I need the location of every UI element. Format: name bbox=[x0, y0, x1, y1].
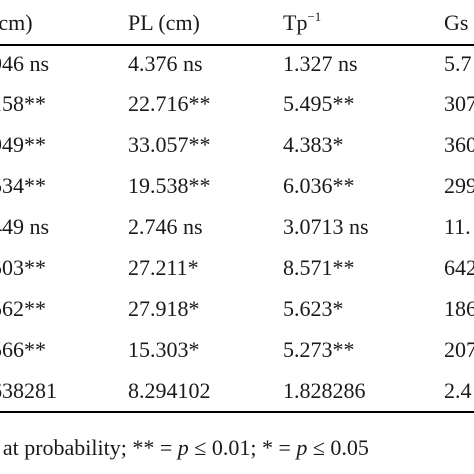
table-cell-col-tp: 5.273** bbox=[283, 337, 355, 362]
table-cell-col-gs: 207 bbox=[444, 337, 474, 362]
table-cell-col-pl: 8.294102 bbox=[128, 378, 211, 403]
table-cell-col-tp: 5.623* bbox=[283, 296, 344, 321]
table-cell-col-pl: 4.376 ns bbox=[128, 51, 203, 76]
footnote-p-2: p bbox=[296, 435, 308, 460]
table-cell-col-1: 638281 bbox=[0, 378, 57, 403]
table-cell-col-1: 566** bbox=[0, 337, 46, 362]
table-cell-col-gs: 360 bbox=[444, 132, 474, 157]
table-cell-col-1: 503** bbox=[0, 255, 46, 280]
header-col-pl: PL (cm) bbox=[128, 10, 200, 35]
table-cell-col-pl: 2.746 ns bbox=[128, 214, 203, 239]
header-tp-base: Tp bbox=[283, 10, 308, 35]
table-cell-col-tp: 4.383* bbox=[283, 132, 344, 157]
table-cell-col-tp: 5.495** bbox=[283, 91, 355, 116]
header-col-1: (cm) bbox=[0, 10, 33, 35]
footnote-lead: es at probability; ** = bbox=[0, 435, 173, 460]
table-cell-col-tp: 1.828286 bbox=[283, 378, 366, 403]
table-cell-col-pl: 27.211* bbox=[128, 255, 199, 280]
table-cell-col-tp: 8.571** bbox=[283, 255, 355, 280]
table-bottom-rule bbox=[0, 411, 474, 413]
table-cell-col-1: 534** bbox=[0, 173, 46, 198]
table-cell-col-gs: 186 bbox=[444, 296, 474, 321]
footnote-mid: ≤ 0.01; * = bbox=[188, 435, 297, 460]
table-cell-col-1: 449 ns bbox=[0, 214, 50, 239]
table-top-rule bbox=[0, 44, 474, 46]
table-cell-col-gs: 2.4 bbox=[444, 378, 472, 403]
footnote-tail: ≤ 0.05 bbox=[307, 435, 369, 460]
table-cell-col-gs: 307 bbox=[444, 91, 474, 116]
table-cell-col-gs: 5.7 bbox=[444, 51, 472, 76]
table-cell-col-1: 949** bbox=[0, 132, 46, 157]
table-cell-col-pl: 33.057** bbox=[128, 132, 211, 157]
table-footnote: es at probability; ** = p ≤ 0.01; * = p … bbox=[0, 436, 369, 460]
table-cell-col-tp: 1.327 ns bbox=[283, 51, 358, 76]
header-col-tp: Tp−1 bbox=[283, 9, 322, 35]
table-cell-col-1: 562** bbox=[0, 296, 46, 321]
header-tp-exponent: −1 bbox=[307, 9, 322, 24]
table-cell-col-pl: 22.716** bbox=[128, 91, 211, 116]
table-cell-col-tp: 3.0713 ns bbox=[283, 214, 369, 239]
table-cell-col-pl: 27.918* bbox=[128, 296, 200, 321]
table-cell-col-gs: 11. bbox=[444, 214, 471, 239]
header-col-gs: Gs bbox=[444, 10, 469, 35]
table-cell-col-gs: 299 bbox=[444, 173, 474, 198]
footnote-p-1: p bbox=[177, 435, 189, 460]
table-cell-col-pl: 19.538** bbox=[128, 173, 211, 198]
table-cell-col-1: 946 ns bbox=[0, 51, 50, 76]
table-cell-col-tp: 6.036** bbox=[283, 173, 355, 198]
table-cell-col-pl: 15.303* bbox=[128, 337, 200, 362]
table-cell-col-1: 158** bbox=[0, 91, 46, 116]
table-cell-col-gs: 642 bbox=[444, 255, 474, 280]
